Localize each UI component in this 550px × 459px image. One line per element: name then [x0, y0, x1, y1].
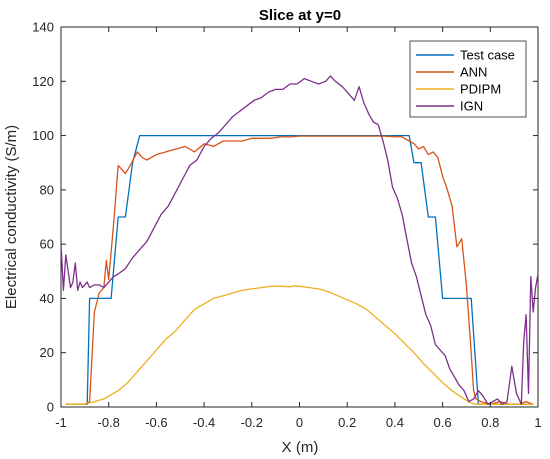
chart-title: Slice at y=0	[259, 7, 341, 24]
x-tick-label: 1	[534, 415, 541, 430]
series-line-2	[65, 285, 534, 405]
y-tick-label: 120	[32, 74, 54, 89]
series-line-3	[60, 75, 539, 405]
x-tick-label: -0.8	[97, 415, 119, 430]
legend-label: Test case	[460, 48, 515, 63]
x-tick-label: 0.2	[338, 415, 356, 430]
y-tick-label: 0	[47, 400, 54, 415]
series-line-1	[65, 135, 534, 405]
legend-box	[409, 40, 527, 118]
x-tick-label: 0	[296, 415, 303, 430]
x-tick-label: -1	[55, 415, 67, 430]
series-layer	[60, 75, 539, 405]
x-tick-label: 0.6	[434, 415, 452, 430]
x-tick-label: 0.8	[481, 415, 499, 430]
y-tick-label: 140	[32, 20, 54, 35]
y-axis-label: Electrical conductivity (S/m)	[3, 125, 20, 309]
y-tick-label: 40	[40, 291, 54, 306]
series-line-0	[65, 134, 534, 405]
legend-label: PDIPM	[460, 82, 501, 97]
x-tick-label: -0.6	[145, 415, 167, 430]
y-tick-label: 80	[40, 182, 54, 197]
y-tick-label: 60	[40, 237, 54, 252]
legend: Test case ANN PDIPM IGN	[409, 40, 527, 118]
x-axis-label: X (m)	[282, 439, 319, 456]
y-tick-label: 100	[32, 128, 54, 143]
x-tick-label: -0.4	[193, 415, 215, 430]
ticks-layer: -1 -0.8 -0.6 -0.4 -0.2 0 0.2 0.4 0.6 0.8 1 0 20 40 60 8…	[32, 20, 541, 431]
y-tick-label: 20	[40, 345, 54, 360]
x-tick-label: 0.4	[386, 415, 404, 430]
legend-label: IGN	[460, 99, 483, 114]
legend-label: ANN	[460, 65, 487, 80]
x-tick-label: -0.2	[241, 415, 263, 430]
